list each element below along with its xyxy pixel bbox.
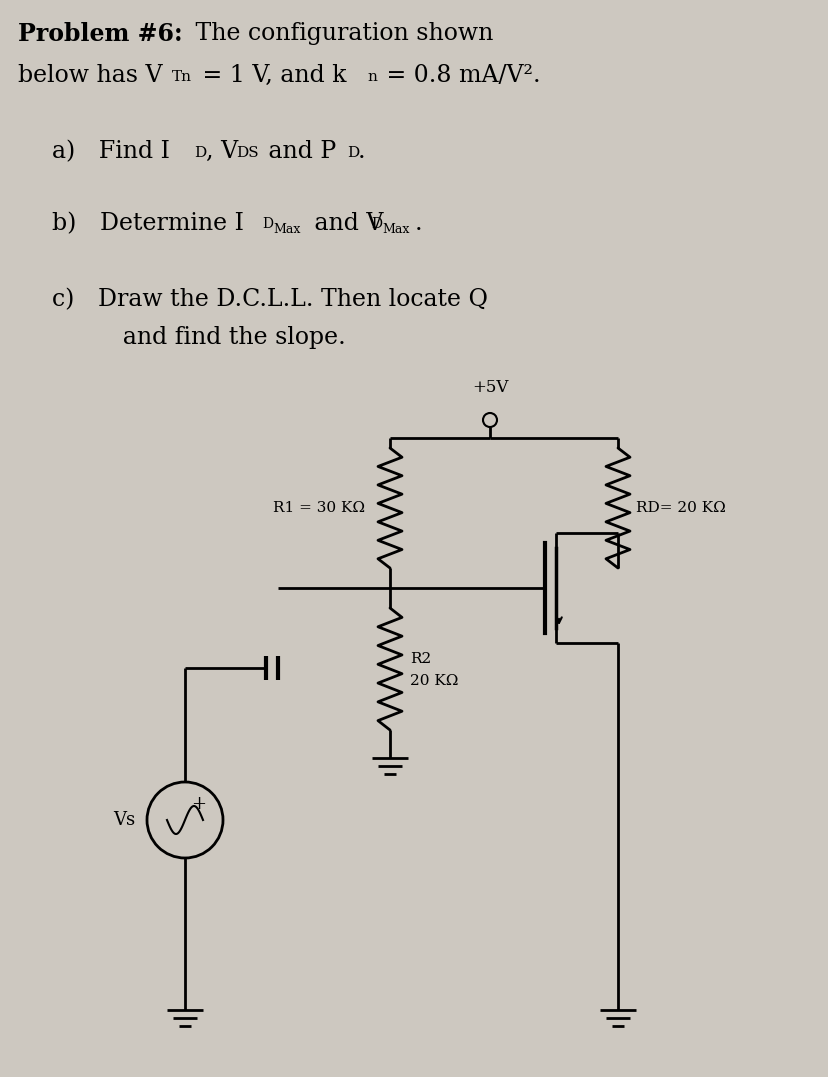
- Text: and V: and V: [306, 212, 383, 235]
- Text: Max: Max: [272, 223, 300, 236]
- Text: R2: R2: [410, 652, 431, 666]
- Text: Tn: Tn: [171, 70, 192, 84]
- Text: = 0.8 mA/V².: = 0.8 mA/V².: [378, 64, 540, 87]
- Text: Max: Max: [382, 223, 409, 236]
- Text: D: D: [347, 146, 359, 160]
- Text: D: D: [194, 146, 206, 160]
- Text: D: D: [371, 216, 382, 230]
- Text: RD= 20 KΩ: RD= 20 KΩ: [635, 501, 724, 515]
- Text: n: n: [367, 70, 377, 84]
- Text: DS: DS: [236, 146, 258, 160]
- Text: .: .: [415, 212, 422, 235]
- Text: R1 = 30 KΩ: R1 = 30 KΩ: [272, 501, 364, 515]
- Text: .: .: [358, 140, 365, 163]
- Text: and find the slope.: and find the slope.: [52, 326, 345, 349]
- Text: +5V: +5V: [471, 379, 508, 396]
- Text: D: D: [262, 216, 272, 230]
- Text: The configuration shown: The configuration shown: [188, 22, 493, 45]
- Text: Problem #6:: Problem #6:: [18, 22, 182, 46]
- Text: = 1 V, and k: = 1 V, and k: [195, 64, 346, 87]
- Text: and P: and P: [261, 140, 336, 163]
- Text: below has V: below has V: [18, 64, 162, 87]
- Text: Vs: Vs: [113, 811, 135, 829]
- Text: +: +: [191, 795, 206, 813]
- Text: , V: , V: [205, 140, 238, 163]
- Text: 20 KΩ: 20 KΩ: [410, 674, 458, 688]
- Text: c) Draw the D.C.L.L. Then locate Q: c) Draw the D.C.L.L. Then locate Q: [52, 288, 488, 311]
- Text: a) Find I: a) Find I: [52, 140, 170, 163]
- Text: b) Determine I: b) Determine I: [52, 212, 243, 235]
